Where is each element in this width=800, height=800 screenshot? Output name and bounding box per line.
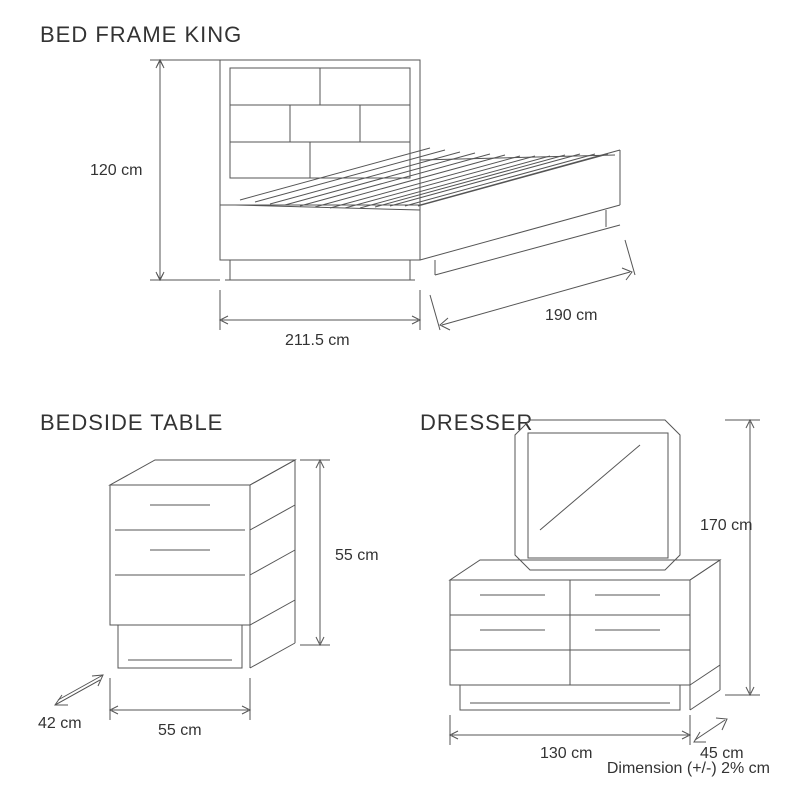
bed-depth-label: 190 cm [545,307,597,324]
dresser-drawing [450,420,760,745]
bed-width-label: 211.5 cm [285,332,350,349]
dresser-width-label: 130 cm [540,745,592,762]
bedside-drawing [55,460,330,720]
bed-height-label: 120 cm [90,162,142,179]
dresser-depth-label: 45 cm [700,745,744,762]
dresser-height-label: 170 cm [700,517,752,534]
diagram-svg: 120 cm 211.5 cm 190 cm [0,0,800,800]
bedside-depth-label: 42 cm [38,715,82,732]
bedside-height-label: 55 cm [335,547,379,564]
bed-drawing [150,60,635,330]
bedside-width-label: 55 cm [158,722,202,739]
